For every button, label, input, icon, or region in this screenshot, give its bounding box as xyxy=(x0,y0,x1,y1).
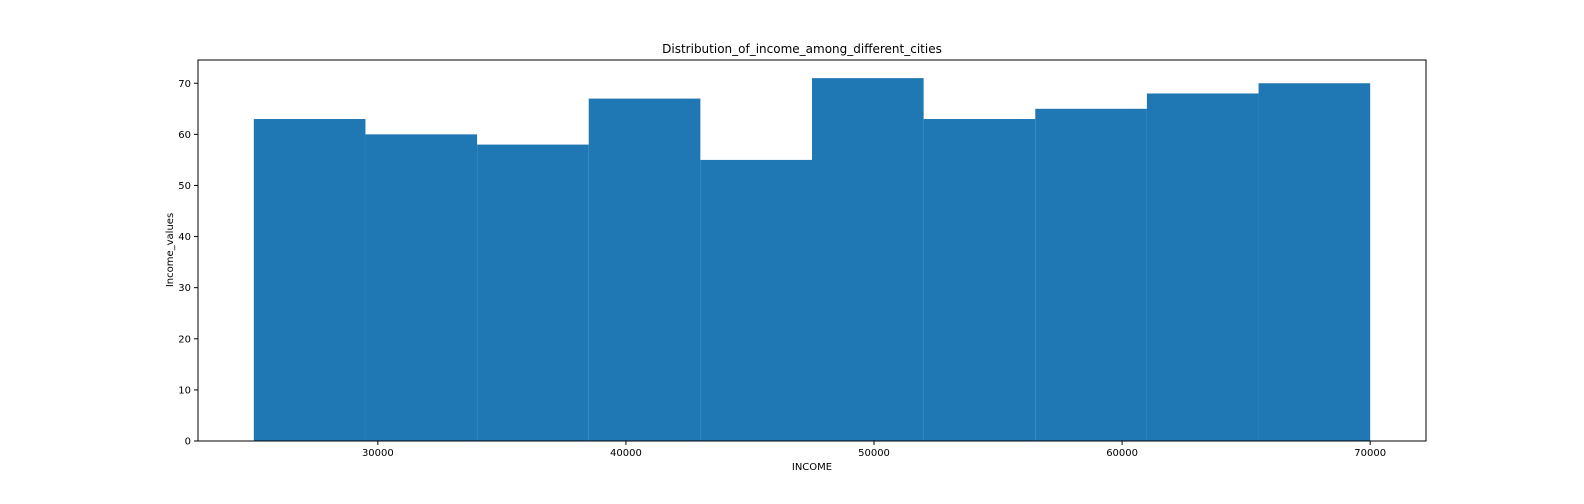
histogram-bar-3 xyxy=(477,144,589,441)
histogram-bar-10 xyxy=(1258,83,1371,441)
histogram-bar-8 xyxy=(1035,108,1147,442)
x-tick-label: 60000 xyxy=(1106,448,1138,459)
y-tick-label: 40 xyxy=(178,232,191,243)
x-axis-ticks: 30000 40000 50000 60000 70000 xyxy=(362,441,1386,459)
histogram-bar-7 xyxy=(923,119,1036,441)
y-tick-label: 50 xyxy=(178,181,191,192)
x-tick-label: 70000 xyxy=(1354,448,1386,459)
y-tick-label: 10 xyxy=(178,385,191,396)
y-tick-label: 20 xyxy=(178,334,191,345)
y-tick-label: 0 xyxy=(185,437,191,448)
y-tick-label: 30 xyxy=(178,283,191,294)
y-axis-ticks: 0 10 20 30 40 50 60 70 xyxy=(178,79,198,448)
y-axis-label: Income_values xyxy=(165,213,176,287)
histogram-bar-1 xyxy=(253,119,366,441)
histogram-bar-6 xyxy=(812,78,924,442)
histogram-bar-5 xyxy=(700,159,812,441)
bars-group xyxy=(253,78,1371,442)
histogram-bar-2 xyxy=(365,134,478,441)
y-tick-label: 70 xyxy=(178,79,191,90)
y-tick-label: 60 xyxy=(178,130,191,141)
x-axis-label: INCOME xyxy=(792,462,832,473)
x-tick-label: 40000 xyxy=(610,448,642,459)
histogram-bar-4 xyxy=(588,98,701,441)
x-tick-label: 30000 xyxy=(362,448,394,459)
plot-area-frame xyxy=(197,59,1427,442)
x-tick-label: 50000 xyxy=(858,448,890,459)
chart-title: Distribution_of_income_among_different_c… xyxy=(662,42,942,56)
histogram-bar-9 xyxy=(1146,93,1259,441)
